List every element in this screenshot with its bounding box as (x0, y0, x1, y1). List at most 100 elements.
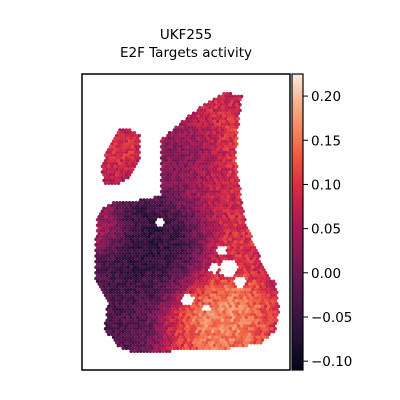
spot (231, 215, 236, 219)
spot (219, 338, 223, 342)
spot (118, 167, 122, 171)
spot (201, 178, 205, 183)
spot (102, 279, 106, 283)
spot (238, 254, 242, 258)
spot (143, 346, 148, 351)
spot (219, 136, 223, 141)
spot (163, 296, 167, 300)
spot (220, 285, 225, 289)
spot (209, 170, 213, 174)
spot (187, 164, 191, 169)
spot (155, 293, 159, 297)
spot (145, 282, 149, 286)
spot (214, 279, 218, 283)
spot (127, 290, 132, 295)
spot (135, 276, 140, 281)
spot (238, 103, 242, 107)
spot (204, 105, 209, 110)
spot (159, 245, 164, 250)
spot (246, 329, 250, 334)
spot (126, 237, 130, 241)
spot (198, 318, 202, 323)
spot (179, 285, 183, 289)
spot (196, 198, 201, 202)
spot (110, 181, 114, 185)
spot (257, 265, 261, 269)
spot (190, 147, 194, 152)
spot (142, 349, 146, 353)
spot (255, 251, 260, 255)
spot (206, 327, 210, 331)
spot (215, 119, 220, 124)
spot (137, 156, 141, 160)
spot (148, 198, 153, 202)
spot (137, 212, 141, 216)
spot (273, 299, 277, 303)
spot (191, 335, 196, 339)
spot (223, 285, 228, 289)
spot (252, 313, 257, 317)
spot (206, 192, 210, 197)
spot (124, 139, 129, 143)
spot (231, 198, 236, 202)
spot (206, 315, 210, 320)
spot (150, 206, 154, 211)
spot (207, 201, 212, 205)
spot (113, 287, 117, 292)
spot (103, 259, 108, 264)
spot (113, 327, 117, 331)
spot (223, 195, 228, 199)
spot (119, 248, 124, 253)
spot (124, 341, 129, 345)
spot (198, 329, 202, 334)
spot (201, 285, 205, 289)
spot (209, 237, 213, 241)
spot (161, 287, 165, 292)
spot (115, 223, 119, 227)
spot (143, 329, 148, 334)
spot (156, 279, 161, 283)
spot (209, 287, 213, 292)
spot (166, 234, 170, 239)
spot (102, 167, 106, 171)
spot (235, 231, 239, 236)
spot (151, 231, 156, 236)
spot (196, 282, 201, 286)
spot (107, 276, 111, 281)
spot (220, 133, 225, 138)
spot (175, 335, 180, 339)
spot (209, 338, 213, 342)
spot (124, 234, 129, 239)
spot (214, 206, 218, 211)
spot (121, 167, 125, 171)
spot (207, 296, 212, 300)
spot (111, 161, 116, 166)
spot (142, 276, 146, 281)
spot (190, 198, 194, 202)
spot (187, 271, 191, 275)
spot (150, 313, 154, 317)
spot (231, 187, 236, 191)
spot (211, 251, 215, 255)
spot (148, 293, 153, 297)
spot (180, 142, 185, 146)
spot (127, 234, 132, 239)
spot (108, 145, 113, 149)
spot (115, 229, 119, 233)
spot (233, 184, 237, 188)
spot (166, 285, 170, 289)
spot (204, 156, 209, 160)
spot (209, 220, 213, 225)
spot (222, 299, 226, 303)
spot (222, 192, 226, 197)
spot (231, 142, 236, 146)
spot (195, 139, 199, 143)
spot (169, 318, 173, 323)
spot (236, 245, 241, 250)
spot (175, 161, 180, 166)
spot (255, 296, 260, 300)
spot (137, 201, 141, 205)
spot (180, 209, 185, 213)
spot (100, 287, 105, 292)
spot (166, 279, 170, 283)
